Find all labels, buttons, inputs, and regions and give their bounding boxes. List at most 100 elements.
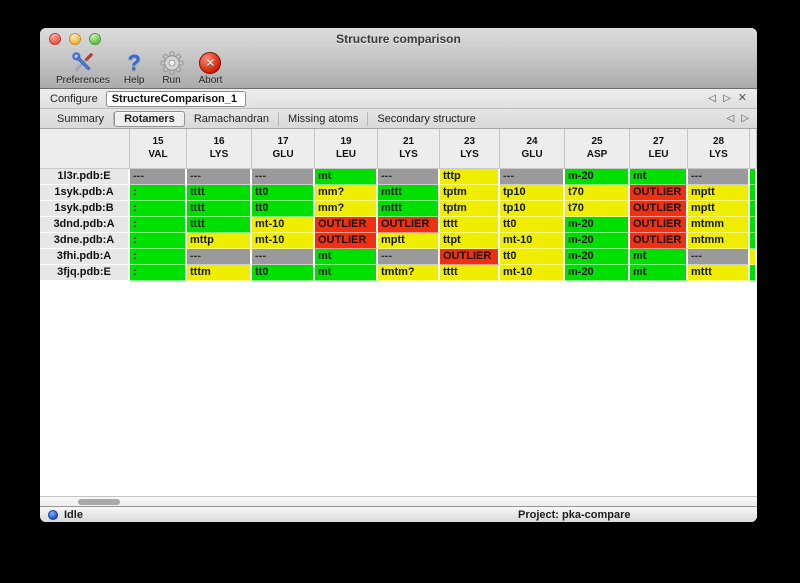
rotamer-cell[interactable] <box>750 249 757 265</box>
column-header-27[interactable]: 27 LEU <box>630 129 688 169</box>
row-label[interactable]: 3fhi.pdb:A <box>40 249 130 265</box>
rotamer-cell[interactable]: : <box>130 265 187 281</box>
rotamer-cell[interactable] <box>750 169 757 185</box>
rotamer-cell[interactable]: tptm <box>440 185 500 201</box>
rotamer-cell[interactable]: --- <box>688 249 750 265</box>
rotamer-cell[interactable]: OUTLIER <box>630 233 688 249</box>
rotamer-cell[interactable]: tp10 <box>500 185 565 201</box>
rotamer-cell[interactable]: OUTLIER <box>630 201 688 217</box>
column-header-23[interactable]: 23 LYS <box>440 129 500 169</box>
zoom-window-button[interactable] <box>89 33 101 45</box>
row-label[interactable]: 3dnd.pdb:A <box>40 217 130 233</box>
rotamer-cell[interactable] <box>750 201 757 217</box>
rotamer-cell[interactable]: mttt <box>688 265 750 281</box>
rotamer-cell[interactable]: tttt <box>187 217 252 233</box>
rotamer-cell[interactable]: tp10 <box>500 201 565 217</box>
rotamer-cell[interactable]: OUTLIER <box>378 217 440 233</box>
rotamer-cell[interactable]: mt <box>315 249 378 265</box>
title-bar[interactable]: Structure comparison <box>40 28 757 49</box>
rotamer-cell[interactable]: --- <box>252 169 315 185</box>
tab-summary[interactable]: Summary <box>48 111 115 126</box>
column-header-partial[interactable] <box>750 129 757 169</box>
rotamer-cell[interactable]: --- <box>688 169 750 185</box>
minimize-window-button[interactable] <box>69 33 81 45</box>
rotamer-cell[interactable]: mt <box>630 265 688 281</box>
rotamer-cell[interactable]: OUTLIER <box>440 249 500 265</box>
horizontal-scrollbar[interactable] <box>40 496 757 506</box>
next-tab-icon[interactable]: ▷ <box>741 112 749 124</box>
toolbar-item-abort[interactable]: ✕ Abort <box>199 50 222 86</box>
rotamer-cell[interactable]: tttt <box>187 185 252 201</box>
rotamer-cell[interactable]: m-20 <box>565 233 630 249</box>
next-comparison-icon[interactable]: ▷ <box>723 92 731 104</box>
column-header-19[interactable]: 19 LEU <box>315 129 378 169</box>
rotamer-cell[interactable]: m-20 <box>565 249 630 265</box>
rotamer-cell[interactable]: tmtm? <box>378 265 440 281</box>
column-header-15[interactable]: 15 VAL <box>130 129 187 169</box>
toolbar-item-run[interactable]: Run <box>159 50 185 86</box>
rotamer-cell[interactable]: tt0 <box>500 217 565 233</box>
rotamer-cell[interactable]: mt-10 <box>252 217 315 233</box>
rotamer-cell[interactable]: ttpt <box>440 233 500 249</box>
rotamer-cell[interactable]: mttt <box>378 201 440 217</box>
toolbar-item-preferences[interactable]: Preferences <box>56 50 110 86</box>
column-header-25[interactable]: 25 ASP <box>565 129 630 169</box>
prev-comparison-icon[interactable]: ◁ <box>708 92 717 104</box>
rotamer-cell[interactable]: --- <box>187 249 252 265</box>
rotamer-cell[interactable]: OUTLIER <box>315 233 378 249</box>
column-header-16[interactable]: 16 LYS <box>187 129 252 169</box>
rotamer-cell[interactable]: m-20 <box>565 265 630 281</box>
rotamer-cell[interactable]: t70 <box>565 185 630 201</box>
rotamer-cell[interactable]: : <box>130 249 187 265</box>
rotamer-cell[interactable] <box>750 233 757 249</box>
rotamer-cell[interactable]: mt <box>630 249 688 265</box>
row-label[interactable]: 3fjq.pdb:E <box>40 265 130 281</box>
row-label[interactable]: 1syk.pdb:A <box>40 185 130 201</box>
rotamer-cell[interactable]: m-20 <box>565 169 630 185</box>
rotamer-cell[interactable]: mt-10 <box>500 233 565 249</box>
row-label[interactable]: 1l3r.pdb:E <box>40 169 130 185</box>
rotamer-cell[interactable]: mtmm <box>688 217 750 233</box>
rotamer-cell[interactable]: tt0 <box>252 185 315 201</box>
column-header-17[interactable]: 17 GLU <box>252 129 315 169</box>
rotamer-cell[interactable]: --- <box>378 169 440 185</box>
rotamer-cell[interactable]: mptt <box>378 233 440 249</box>
rotamer-cell[interactable]: : <box>130 217 187 233</box>
rotamer-cell[interactable]: --- <box>252 249 315 265</box>
rotamer-cell[interactable]: --- <box>187 169 252 185</box>
column-header-24[interactable]: 24 GLU <box>500 129 565 169</box>
rotamer-cell[interactable]: OUTLIER <box>630 217 688 233</box>
rotamer-cell[interactable]: : <box>130 233 187 249</box>
rotamer-cell[interactable]: mt <box>315 169 378 185</box>
rotamer-cell[interactable]: mt <box>630 169 688 185</box>
rotamer-cell[interactable]: tptm <box>440 201 500 217</box>
row-label[interactable]: 1syk.pdb:B <box>40 201 130 217</box>
rotamer-cell[interactable]: tttt <box>187 201 252 217</box>
rotamer-cell[interactable]: tt0 <box>252 201 315 217</box>
rotamer-cell[interactable]: OUTLIER <box>315 217 378 233</box>
rotamer-cell[interactable]: mttp <box>187 233 252 249</box>
rotamer-cell[interactable]: --- <box>500 169 565 185</box>
tab-secondary-structure[interactable]: Secondary structure <box>377 112 476 125</box>
rotamer-cell[interactable]: --- <box>378 249 440 265</box>
rotamer-cell[interactable]: t70 <box>565 201 630 217</box>
rotamer-cell[interactable]: mt-10 <box>500 265 565 281</box>
close-comparison-icon[interactable]: ✕ <box>737 92 747 104</box>
rotamer-cell[interactable]: mt-10 <box>252 233 315 249</box>
rotamer-cell[interactable]: OUTLIER <box>630 185 688 201</box>
rotamer-cell[interactable]: m-20 <box>565 217 630 233</box>
rotamer-cell[interactable]: tt0 <box>500 249 565 265</box>
rotamer-cell[interactable]: mttt <box>378 185 440 201</box>
rotamer-cell[interactable]: mm? <box>315 201 378 217</box>
rotamer-cell[interactable]: mptt <box>688 185 750 201</box>
rotamer-cell[interactable] <box>750 185 757 201</box>
rotamer-cell[interactable]: tttm <box>187 265 252 281</box>
rotamer-cell[interactable]: --- <box>130 169 187 185</box>
configure-name-input[interactable] <box>105 90 246 107</box>
prev-tab-icon[interactable]: ◁ <box>726 112 735 124</box>
rotamer-cell[interactable]: mm? <box>315 185 378 201</box>
rotamer-cell[interactable] <box>750 217 757 233</box>
rotamer-cell[interactable]: mtmm <box>688 233 750 249</box>
rotamer-cell[interactable]: tttt <box>440 265 500 281</box>
horizontal-scrollbar-thumb[interactable] <box>78 499 120 505</box>
